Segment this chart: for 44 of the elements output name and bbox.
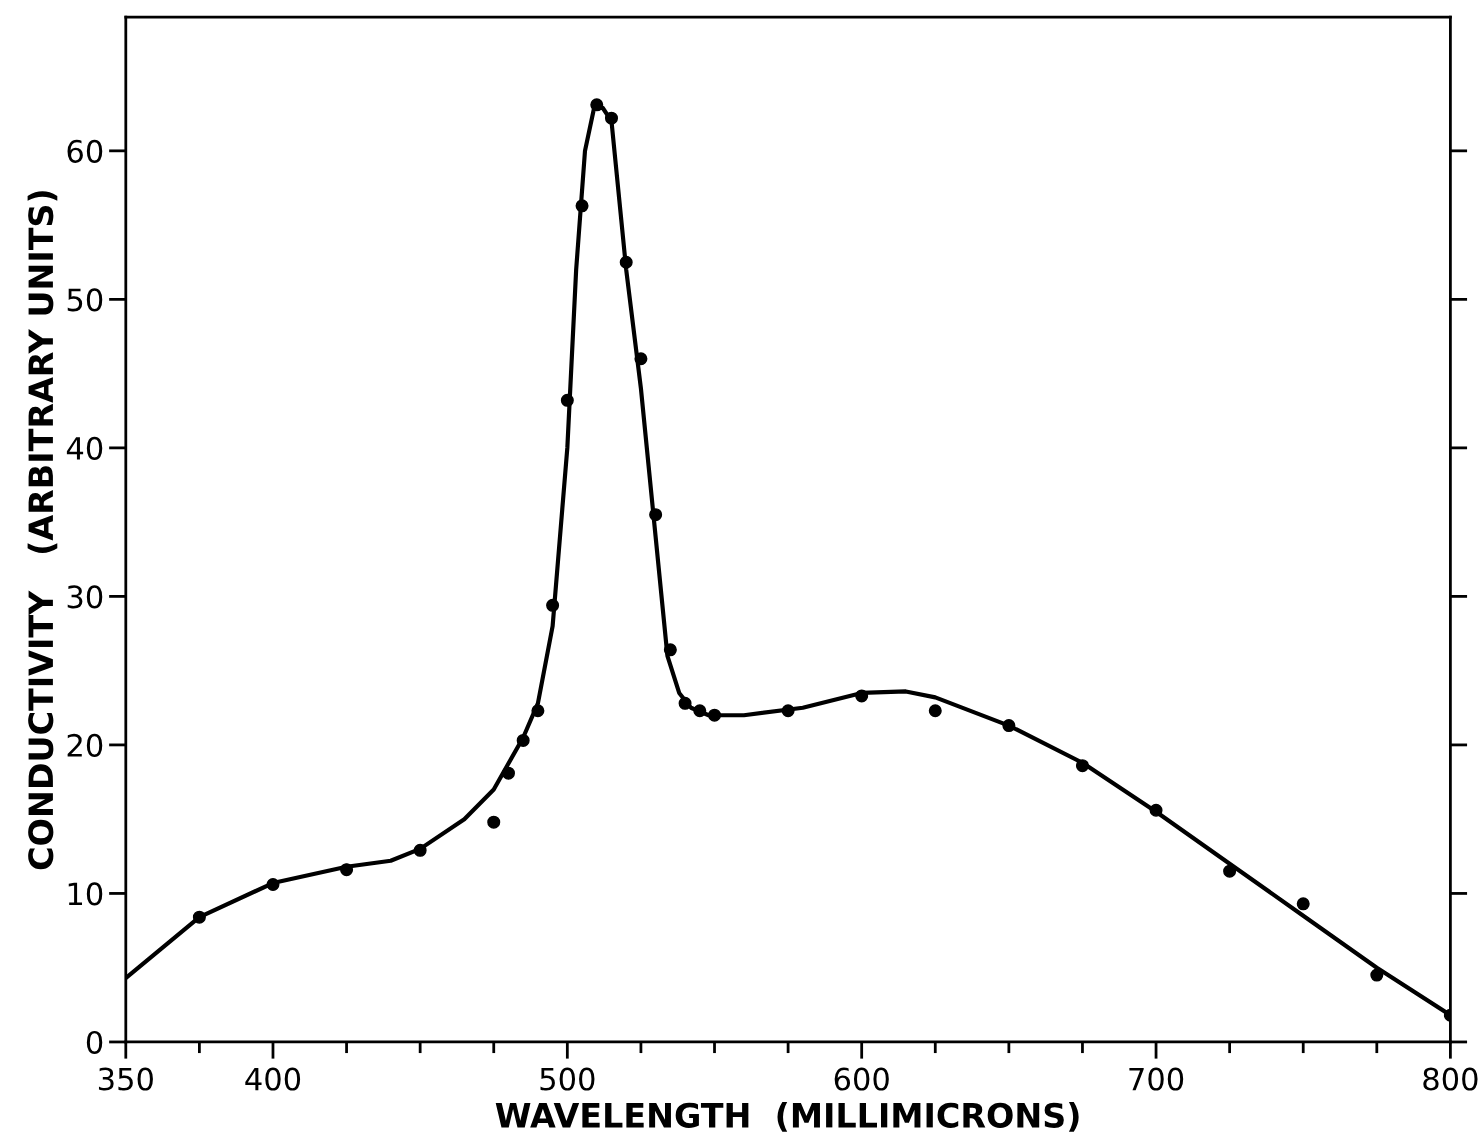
point <box>634 352 648 366</box>
y-tick-label: 0 <box>86 1030 103 1054</box>
point <box>560 393 574 407</box>
point <box>678 696 692 710</box>
point <box>546 598 560 612</box>
point <box>855 689 869 703</box>
point <box>340 863 354 877</box>
point <box>192 910 206 924</box>
point <box>413 843 427 857</box>
point <box>1296 897 1310 911</box>
x-tick-label: 350 <box>98 1067 153 1091</box>
point <box>1002 719 1016 733</box>
point <box>649 508 663 522</box>
x-axis-title: WAVELENGTH (MILLIMICRONS) <box>495 1102 1079 1132</box>
x-tick-label: 400 <box>245 1067 301 1091</box>
y-tick-label: 60 <box>67 139 103 163</box>
x-tick-label: 600 <box>834 1067 889 1091</box>
point <box>619 255 633 269</box>
y-tick-label: 50 <box>67 288 103 312</box>
point <box>1149 803 1163 817</box>
y-tick-label: 20 <box>67 733 103 757</box>
y-tick-label: 40 <box>66 436 103 460</box>
y-tick-label: 30 <box>67 585 103 609</box>
point <box>1370 968 1384 982</box>
x-tick-label: 700 <box>1129 1067 1184 1091</box>
point <box>487 815 501 829</box>
point <box>1075 759 1089 773</box>
point <box>781 704 795 718</box>
point <box>604 111 618 125</box>
point <box>708 708 722 722</box>
point <box>663 643 677 657</box>
point <box>516 733 530 747</box>
x-tick-label: 500 <box>540 1067 595 1091</box>
point <box>590 98 604 112</box>
y-tick-label: 10 <box>68 882 103 906</box>
point <box>693 704 707 718</box>
point <box>575 199 589 213</box>
point <box>928 704 942 718</box>
point <box>501 766 515 780</box>
point <box>1223 864 1237 878</box>
point <box>266 878 280 892</box>
point <box>531 704 545 718</box>
x-tick-label: 800 <box>1423 1067 1478 1091</box>
y-axis-title: CONDUCTIVITY (ARBITRARY UNITS) <box>27 191 58 870</box>
